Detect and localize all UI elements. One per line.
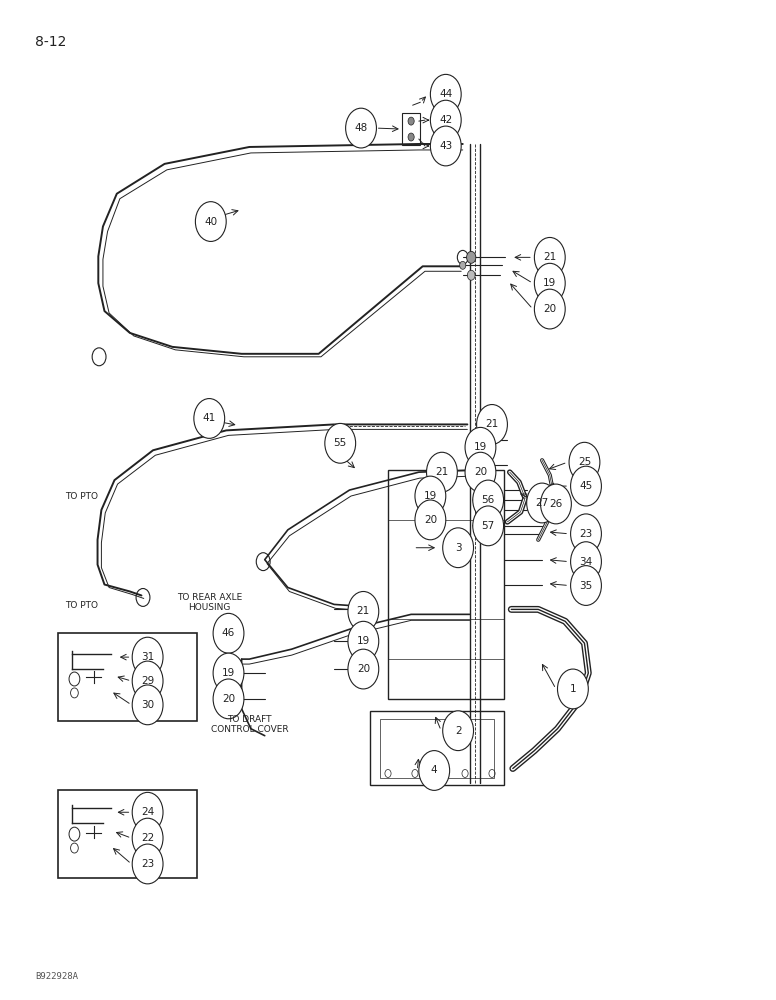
Circle shape [570, 542, 601, 582]
Circle shape [459, 261, 466, 269]
Circle shape [348, 649, 379, 689]
Circle shape [132, 792, 163, 832]
Text: 20: 20 [543, 304, 556, 314]
Text: TO DRAFT
CONTROL COVER: TO DRAFT CONTROL COVER [210, 715, 288, 734]
Circle shape [419, 751, 449, 790]
Circle shape [194, 399, 225, 438]
Text: 43: 43 [439, 141, 452, 151]
Circle shape [132, 685, 163, 725]
Text: 35: 35 [580, 581, 593, 591]
Bar [402, 113, 421, 145]
Circle shape [476, 405, 508, 444]
Text: 1: 1 [570, 684, 577, 694]
Text: 20: 20 [222, 694, 235, 704]
Circle shape [466, 251, 476, 263]
Circle shape [570, 466, 601, 506]
Text: B922928A: B922928A [35, 972, 78, 981]
Circle shape [442, 711, 473, 751]
Text: 8-12: 8-12 [35, 35, 67, 49]
Text: 20: 20 [474, 467, 487, 477]
Text: 2: 2 [455, 726, 462, 736]
Text: 22: 22 [141, 833, 154, 843]
Circle shape [348, 621, 379, 661]
Circle shape [569, 442, 600, 482]
Circle shape [348, 591, 379, 631]
Circle shape [408, 117, 414, 125]
Text: 24: 24 [141, 807, 154, 817]
Bar [380, 719, 494, 778]
Circle shape [442, 528, 473, 568]
Text: 30: 30 [141, 700, 154, 710]
Text: 20: 20 [357, 664, 370, 674]
Text: 31: 31 [141, 652, 154, 662]
Circle shape [465, 452, 496, 492]
Circle shape [415, 476, 445, 516]
Circle shape [541, 484, 571, 524]
Text: 21: 21 [543, 252, 556, 262]
Circle shape [570, 514, 601, 554]
Bar [388, 470, 504, 699]
Circle shape [427, 452, 457, 492]
Text: 21: 21 [435, 467, 449, 477]
Circle shape [132, 637, 163, 677]
Circle shape [431, 74, 461, 114]
Text: 46: 46 [222, 628, 235, 638]
Text: 29: 29 [141, 676, 154, 686]
Bar [369, 711, 504, 785]
Circle shape [213, 613, 244, 653]
Circle shape [415, 500, 445, 540]
Text: 56: 56 [482, 495, 495, 505]
Circle shape [535, 289, 565, 329]
Text: 25: 25 [578, 457, 591, 467]
Text: 23: 23 [580, 529, 593, 539]
Text: 19: 19 [543, 278, 556, 288]
Circle shape [535, 263, 565, 303]
Text: TO PTO: TO PTO [65, 492, 98, 501]
Circle shape [345, 108, 376, 148]
Text: 3: 3 [455, 543, 462, 553]
Circle shape [431, 100, 461, 140]
Circle shape [196, 202, 227, 241]
Text: TO PTO: TO PTO [65, 601, 98, 610]
Text: 48: 48 [355, 123, 368, 133]
Circle shape [132, 661, 163, 701]
Circle shape [431, 126, 461, 166]
Circle shape [213, 679, 244, 719]
Circle shape [570, 566, 601, 605]
Text: TO REAR AXLE
HOUSING: TO REAR AXLE HOUSING [177, 593, 242, 612]
Circle shape [557, 669, 588, 709]
Circle shape [467, 270, 475, 280]
Circle shape [325, 423, 355, 463]
Circle shape [213, 653, 244, 693]
Text: 21: 21 [485, 419, 499, 429]
Text: 45: 45 [580, 481, 593, 491]
Bar [58, 633, 197, 721]
Text: 41: 41 [203, 413, 216, 423]
Text: 19: 19 [474, 442, 487, 452]
Text: 19: 19 [222, 668, 235, 678]
Text: 26: 26 [549, 499, 563, 509]
Circle shape [527, 483, 557, 523]
Text: 34: 34 [580, 557, 593, 567]
Text: 27: 27 [535, 498, 549, 508]
Text: 40: 40 [204, 217, 217, 227]
Text: 19: 19 [424, 491, 437, 501]
Text: 42: 42 [439, 115, 452, 125]
Circle shape [473, 506, 504, 546]
Text: 23: 23 [141, 859, 154, 869]
Text: 4: 4 [431, 765, 438, 775]
Circle shape [408, 133, 414, 141]
Text: 44: 44 [439, 89, 452, 99]
Bar [58, 790, 197, 878]
Text: 20: 20 [424, 515, 437, 525]
Text: 19: 19 [357, 636, 370, 646]
Text: 21: 21 [357, 606, 370, 616]
Circle shape [535, 237, 565, 277]
Circle shape [132, 844, 163, 884]
Text: 57: 57 [482, 521, 495, 531]
Text: 55: 55 [334, 438, 347, 448]
Circle shape [473, 480, 504, 520]
Circle shape [132, 818, 163, 858]
Circle shape [465, 427, 496, 467]
